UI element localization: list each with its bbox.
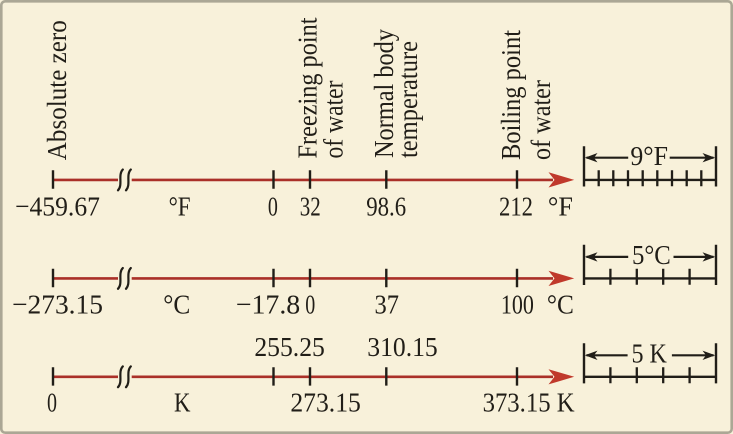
svg-text:K: K: [174, 387, 191, 418]
svg-text:temperature: temperature: [392, 41, 423, 158]
svg-text:Absolute zero: Absolute zero: [41, 20, 72, 160]
svg-text:98.6: 98.6: [366, 191, 406, 222]
svg-text:−17.8: −17.8: [236, 289, 301, 320]
svg-text:373.15 K: 373.15 K: [483, 387, 575, 418]
svg-text:−459.67: −459.67: [15, 191, 100, 222]
svg-text:212: 212: [499, 191, 533, 222]
svg-text:of water: of water: [318, 81, 349, 159]
svg-text:310.15: 310.15: [367, 331, 438, 362]
svg-text:9°F: 9°F: [630, 140, 668, 171]
svg-text:−273.15: −273.15: [12, 289, 103, 320]
svg-text:100: 100: [501, 289, 534, 320]
svg-text:37: 37: [375, 289, 400, 320]
svg-text:°F: °F: [548, 191, 573, 222]
svg-text:5°C: 5°C: [632, 239, 671, 270]
svg-text:Normal body: Normal body: [368, 29, 399, 158]
svg-text:Boiling point: Boiling point: [495, 30, 526, 160]
svg-text:5 K: 5 K: [632, 338, 668, 369]
svg-text:32: 32: [300, 191, 321, 222]
svg-text:273.15: 273.15: [290, 387, 361, 418]
svg-text:0: 0: [47, 387, 57, 418]
svg-text:°C: °C: [163, 289, 190, 320]
svg-text:°C: °C: [547, 289, 574, 320]
svg-text:0: 0: [305, 289, 315, 320]
svg-text:of water: of water: [525, 80, 556, 160]
svg-text:°F: °F: [169, 191, 191, 222]
svg-text:Freezing point: Freezing point: [291, 17, 322, 158]
svg-text:0: 0: [268, 191, 278, 222]
svg-text:255.25: 255.25: [254, 331, 325, 362]
